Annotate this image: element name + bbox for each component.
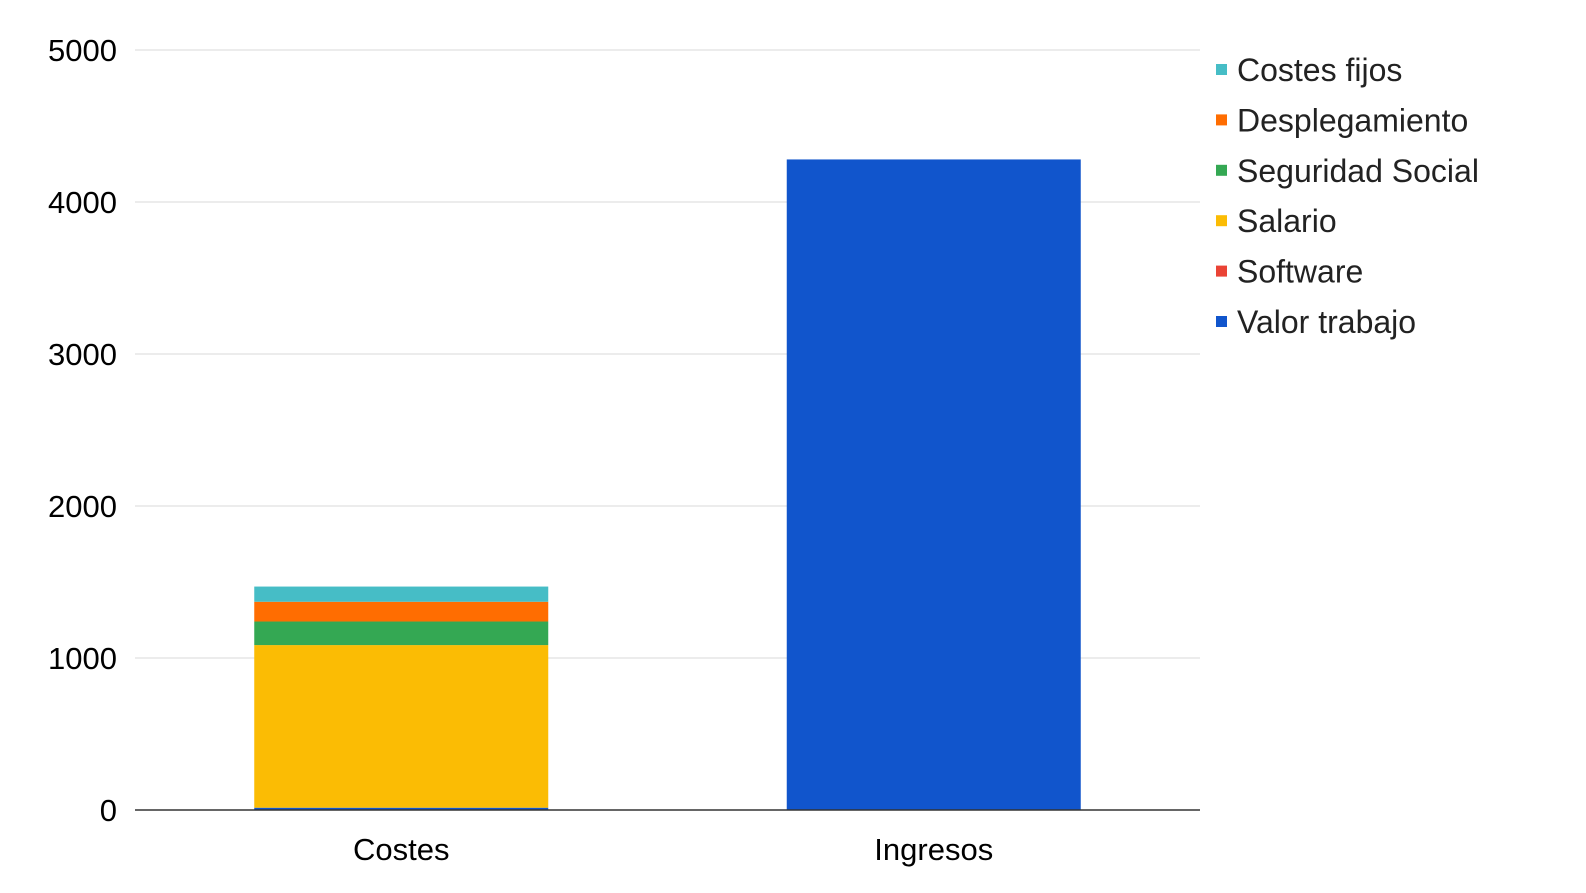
legend-swatch — [1216, 64, 1227, 75]
legend-item-label: Salario — [1237, 203, 1337, 239]
legend-item-label: Software — [1237, 254, 1363, 290]
legend-swatch — [1216, 265, 1227, 277]
y-tick-label: 5000 — [48, 33, 117, 68]
legend-item-label: Costes fijos — [1237, 52, 1402, 88]
bar-segment — [786, 159, 1081, 810]
legend-swatch — [1216, 164, 1227, 176]
y-tick-label: 1000 — [48, 641, 117, 676]
legend-item-label: Desplegamiento — [1237, 102, 1468, 138]
y-tick-label: 3000 — [48, 337, 117, 372]
legend-swatch — [1216, 316, 1227, 327]
legend-item-label: Seguridad Social — [1237, 153, 1479, 189]
bar-segment — [254, 807, 549, 810]
y-tick-label: 2000 — [48, 489, 117, 524]
legend-swatch — [1216, 215, 1227, 227]
y-tick-label: 4000 — [48, 185, 117, 220]
x-tick-label: Costes — [353, 832, 449, 867]
y-tick-label: 0 — [100, 793, 117, 828]
legend-item-label: Valor trabajo — [1237, 304, 1416, 340]
legend-swatch — [1216, 114, 1227, 126]
bar-segment — [254, 621, 549, 646]
bar-segment — [254, 586, 549, 602]
axes: 0 1000 2000 3000 4000 5000 Costes Ingresos — [48, 33, 1200, 867]
bars — [254, 159, 1081, 810]
legend: Costes fijos Desplegamiento Seguridad Soci… — [1216, 52, 1479, 340]
x-tick-label: Ingresos — [874, 832, 993, 867]
bar-segment — [254, 645, 549, 808]
bar-segment — [254, 601, 549, 622]
